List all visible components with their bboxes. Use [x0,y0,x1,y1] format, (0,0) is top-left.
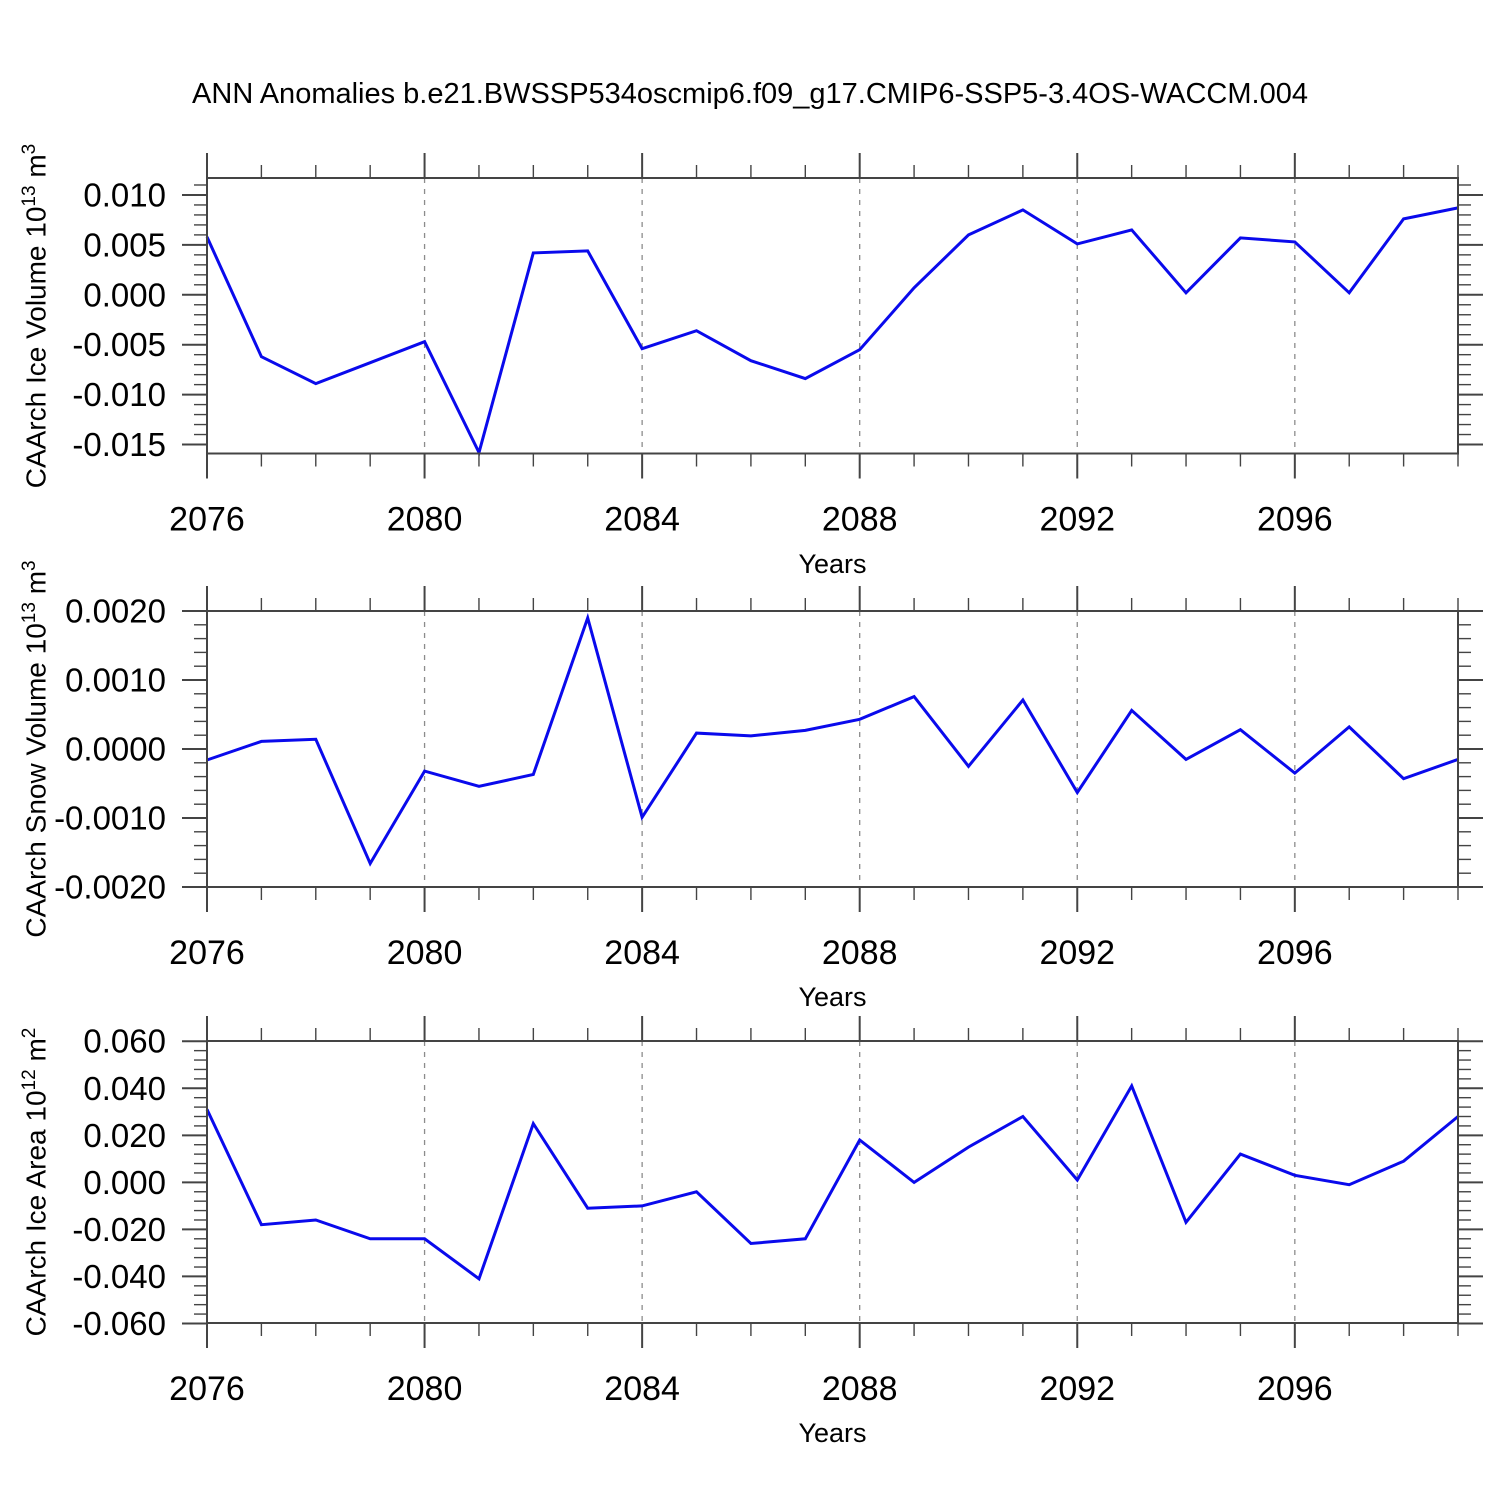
x-tick-label: 2092 [1039,1370,1115,1408]
y-axis-label-unit: m [20,570,52,603]
y-tick-label: -0.0010 [54,800,166,837]
y-axis-label-unit: m [20,154,52,186]
data-line [205,206,1459,457]
x-tick-label: 2096 [1257,934,1333,972]
x-tick-label: 2088 [822,1370,898,1408]
y-axis-label-unit-exponent: 2 [19,1027,40,1039]
y-axis-label-unit-exponent: 3 [19,143,40,155]
data-line [205,1082,1459,1282]
x-tick-label: 2084 [604,501,680,539]
y-tick-label: 0.0000 [65,731,166,768]
x-tick-label: 2084 [604,934,680,972]
x-tick-label: 2092 [1039,934,1115,972]
x-tick-label: 2080 [387,501,463,539]
x-axis-label: Years [798,549,867,579]
y-axis-label-unit: m [20,1038,52,1070]
y-tick-label: 0.0020 [65,593,166,630]
x-tick-label: 2076 [169,501,245,539]
y-axis-label-exponent: 13 [19,185,40,207]
y-tick-label: 0.010 [83,176,166,213]
x-tick-label: 2076 [169,934,245,972]
y-tick-label: -0.005 [72,326,166,363]
plot-frame [206,177,1459,455]
x-tick-label: 2084 [604,1370,680,1408]
y-axis-label-unit-exponent: 3 [19,560,40,571]
x-tick-label: 2076 [169,1370,245,1408]
y-tick-label: 0.020 [83,1117,166,1154]
x-tick-label: 2088 [822,934,898,972]
y-tick-label: -0.040 [72,1258,166,1295]
y-tick-label: -0.0020 [54,869,166,906]
y-axis-label-ice-area: CAArch Ice Area 1012 m2 [8,902,52,1462]
y-tick-label: 0.000 [83,276,166,313]
y-tick-label: -0.010 [72,376,166,413]
data-line [206,612,1459,867]
plot-frame [206,610,1459,888]
y-tick-label: 0.000 [83,1164,166,1201]
y-axis-label-exponent: 13 [19,602,40,624]
x-tick-label: 2088 [822,501,898,539]
y-axis-label-text: CAArch Ice Volume 10 [20,206,52,489]
x-tick-label: 2080 [387,1370,463,1408]
x-tick-label: 2080 [387,934,463,972]
x-tick-label: 2096 [1257,501,1333,539]
y-tick-label: 0.040 [83,1070,166,1107]
y-axis-label-text: CAArch Ice Area 10 [20,1090,52,1337]
y-tick-label: -0.020 [72,1211,166,1248]
y-axis-label-text: CAArch Snow Volume 10 [20,623,52,938]
y-tick-label: 0.060 [83,1023,166,1060]
y-tick-label: -0.060 [72,1305,166,1342]
x-tick-label: 2092 [1039,501,1115,539]
x-axis-label: Years [798,1418,867,1448]
x-tick-label: 2096 [1257,1370,1333,1408]
plot-frame [206,1040,1459,1324]
y-axis-label-exponent: 12 [19,1069,40,1091]
y-tick-label: -0.015 [72,426,166,463]
y-tick-label: 0.005 [83,226,166,263]
x-axis-label: Years [798,982,867,1012]
y-tick-label: 0.0010 [65,662,166,699]
chart-title: ANN Anomalies b.e21.BWSSP534oscmip6.f09_… [192,78,1308,110]
